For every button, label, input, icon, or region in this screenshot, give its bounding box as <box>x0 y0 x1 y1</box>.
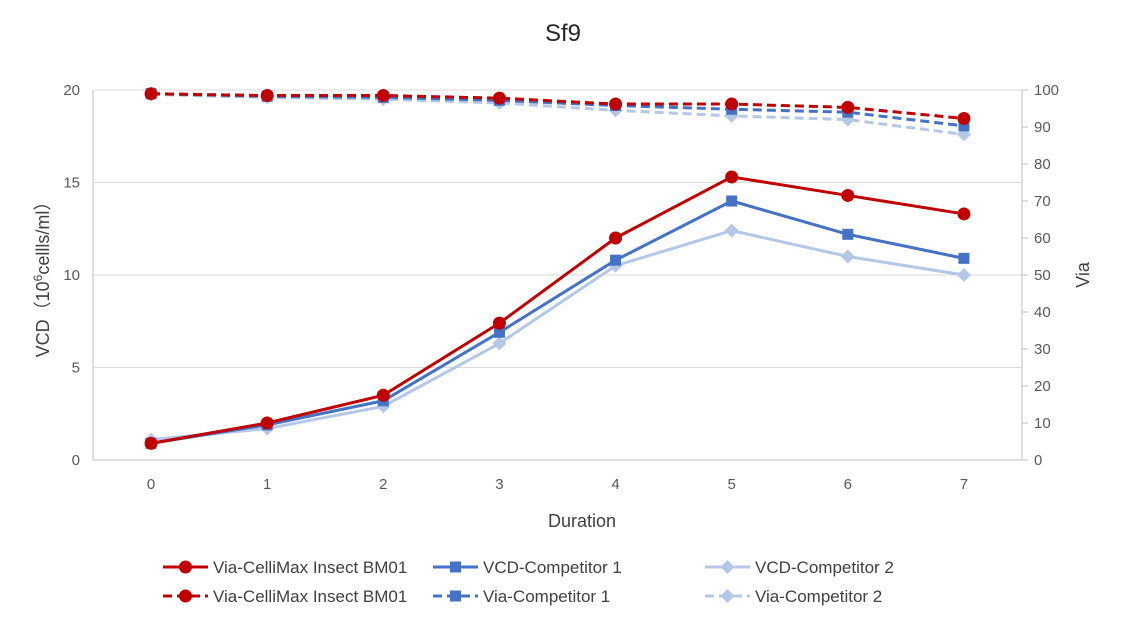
data-point <box>725 170 739 184</box>
data-point <box>144 436 158 450</box>
legend-label: VCD-Competitor 1 <box>483 558 622 577</box>
x-tick-label: 1 <box>263 476 271 493</box>
y-tick-label-right: 90 <box>1034 119 1051 136</box>
legend-label: VCD-Competitor 2 <box>755 558 894 577</box>
chart-title: Sf9 <box>545 20 581 47</box>
y-tick-label-right: 50 <box>1034 267 1051 284</box>
y-tick-label-right: 70 <box>1034 193 1051 210</box>
y-tick-label-left: 5 <box>72 360 80 377</box>
data-point <box>376 388 390 402</box>
data-point <box>609 231 623 245</box>
series-line <box>150 175 965 445</box>
data-point <box>724 223 739 238</box>
series-line <box>151 92 965 128</box>
y-axis-left-title: VCD（106cellls/ml） <box>31 193 53 358</box>
x-tick-label: 6 <box>844 476 852 493</box>
y-axis-left-title-sup: 6 <box>31 274 45 281</box>
legend-item: VCD-Competitor 2 <box>705 558 894 577</box>
data-point <box>956 268 971 282</box>
y-tick-label-left: 20 <box>63 82 80 99</box>
y-axis-right-title: Via <box>1073 261 1093 288</box>
legend-item: VCD-Competitor 1 <box>433 558 622 577</box>
x-tick-label: 7 <box>960 476 968 493</box>
x-tick-label: 5 <box>728 476 736 493</box>
y-axis-left-ticks: 0 5 10 15 20 <box>63 82 80 469</box>
gridlines <box>92 89 1023 461</box>
y-axis-left-title-prefix: VCD（10 <box>33 281 53 357</box>
data-point <box>492 336 507 351</box>
series-line <box>150 229 965 442</box>
legend-item: Via-Competitor 2 <box>705 587 882 606</box>
x-tick-label: 2 <box>379 476 387 493</box>
data-point <box>958 120 970 132</box>
legend-item: Via-CelliMax Insect BM01 <box>163 558 407 577</box>
series-line <box>150 199 965 445</box>
series-vcd-2 <box>144 223 971 447</box>
y-tick-label-right: 100 <box>1034 82 1059 99</box>
y-tick-label-right: 0 <box>1034 452 1042 469</box>
legend-swatch-marker <box>179 589 192 603</box>
data-point <box>726 195 738 207</box>
legend-swatch-marker <box>720 589 735 603</box>
y-tick-label-left: 0 <box>72 452 80 469</box>
data-point <box>610 254 622 266</box>
series-line <box>151 92 965 136</box>
data-point <box>376 89 390 103</box>
data-point <box>725 97 739 111</box>
legend-label: Via-Competitor 2 <box>755 587 882 606</box>
data-point <box>956 127 971 142</box>
legend-item: Via-Competitor 1 <box>433 587 610 606</box>
legend-swatch-marker <box>450 590 461 602</box>
data-point <box>492 91 506 105</box>
x-tick-label: 0 <box>147 476 155 493</box>
data-point <box>260 416 274 430</box>
y-tick-label-left: 10 <box>63 267 80 284</box>
y-tick-label-right: 80 <box>1034 156 1051 173</box>
data-point <box>958 252 970 264</box>
legend-label: Via-CelliMax Insect BM01 <box>213 587 407 606</box>
data-point <box>492 316 506 330</box>
data-point <box>841 100 855 114</box>
y-axis-left-title-suffix: cellls/ml） <box>33 193 53 275</box>
legend-label: Via-Competitor 1 <box>483 587 610 606</box>
series-group <box>144 87 971 450</box>
legend-item: Via-CelliMax Insect BM01 <box>163 587 407 606</box>
x-tick-label: 3 <box>495 476 503 493</box>
data-point <box>493 326 505 338</box>
y-tick-label-left: 15 <box>63 175 80 192</box>
legend-swatch-marker <box>720 560 735 574</box>
y-tick-label-right: 20 <box>1034 378 1051 395</box>
series-vcd-1 <box>145 195 970 449</box>
series-vcd-0 <box>144 170 971 450</box>
x-axis-title: Duration <box>548 511 616 531</box>
y-axis-right-ticks: 0 10 20 30 40 50 60 70 80 90 100 <box>1022 82 1059 469</box>
data-point <box>957 111 971 125</box>
x-axis-ticks: 0 1 2 3 4 5 6 7 <box>147 476 968 493</box>
legend: Via-CelliMax Insect BM01 VCD-Competitor 1… <box>163 558 894 606</box>
data-point <box>957 207 971 221</box>
x-tick-label: 4 <box>611 476 619 493</box>
data-point <box>260 89 274 103</box>
legend-swatch-marker <box>450 561 461 573</box>
y-tick-label-right: 60 <box>1034 230 1051 247</box>
data-point <box>841 188 855 202</box>
y-tick-label-right: 40 <box>1034 304 1051 321</box>
data-point <box>144 87 158 101</box>
legend-swatch-marker <box>179 560 192 574</box>
legend-label: Via-CelliMax Insect BM01 <box>213 558 407 577</box>
data-point <box>842 228 854 240</box>
data-point <box>840 249 855 264</box>
y-tick-label-right: 10 <box>1034 415 1051 432</box>
series-via-3 <box>144 87 971 125</box>
series-line <box>151 92 965 120</box>
y-tick-label-right: 30 <box>1034 341 1051 358</box>
data-point <box>609 97 623 111</box>
